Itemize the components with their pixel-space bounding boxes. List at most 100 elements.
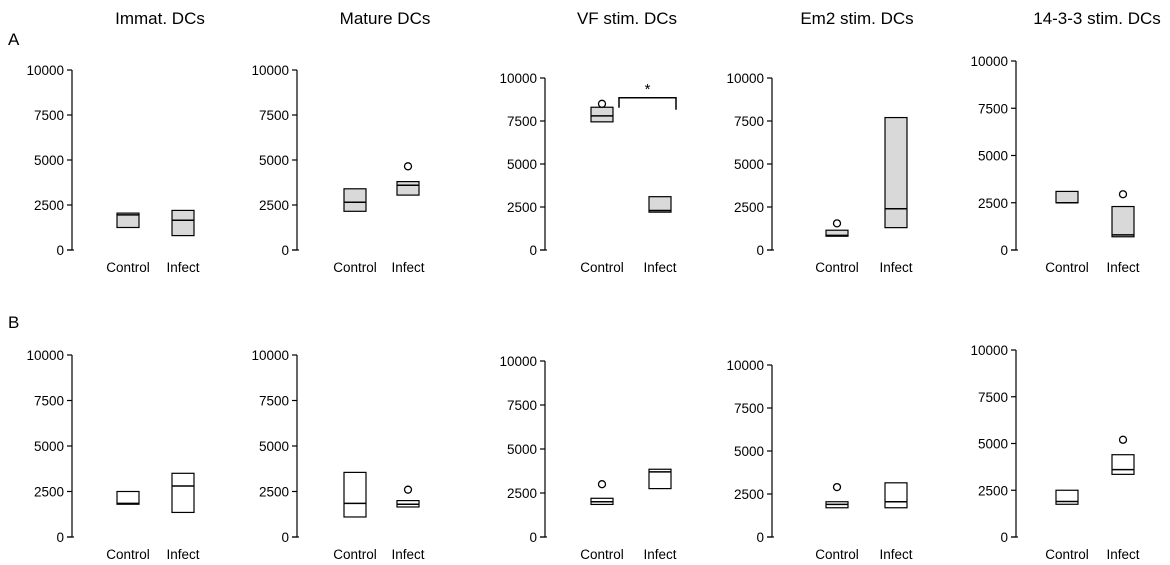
y-tick-label: 2500 (978, 196, 1008, 211)
box (648, 468, 672, 490)
box (116, 490, 140, 505)
y-tick-label: 5000 (259, 153, 289, 168)
y-tick-label: 2500 (734, 487, 764, 502)
y-tick-label: 2500 (734, 200, 764, 215)
y-tick-label: 10000 (970, 343, 1008, 358)
y-tick-label: 2500 (259, 198, 289, 213)
outlier-point (832, 219, 842, 228)
y-tick-label: 7500 (978, 390, 1008, 405)
y-tick-label: 0 (56, 530, 64, 545)
x-category-label: Infect (1106, 260, 1139, 275)
row-labels: A B (8, 30, 20, 332)
y-tick-label: 0 (1000, 530, 1008, 545)
y-tick-label: 0 (529, 530, 537, 545)
x-category-label: Control (333, 260, 377, 275)
column-title: VF stim. DCs (577, 9, 677, 28)
box (343, 471, 367, 518)
chart-panel: 0 2500 5000 7500 10000 Control Infect (726, 71, 912, 275)
box (825, 229, 849, 237)
x-category-label: Control (1045, 547, 1089, 562)
y-tick-label: 2500 (507, 200, 537, 215)
y-tick-label: 10000 (499, 354, 537, 369)
y-tick-label: 5000 (978, 437, 1008, 452)
y-tick-label: 10000 (499, 71, 537, 86)
chart-panel: 0 2500 5000 7500 10000 Control Infect (251, 348, 424, 562)
outlier-point (1118, 190, 1128, 199)
outlier-point (403, 485, 413, 494)
y-tick-label: 7500 (34, 394, 64, 409)
y-tick-label: 5000 (507, 157, 537, 172)
row-label-b: B (8, 313, 19, 332)
y-tick-label: 7500 (507, 114, 537, 129)
x-category-label: Control (333, 547, 377, 562)
box (884, 116, 908, 229)
y-tick-label: 10000 (26, 63, 64, 78)
y-tick-label: 10000 (726, 71, 764, 86)
y-tick-label: 5000 (34, 153, 64, 168)
box (171, 209, 195, 237)
y-tick-label: 7500 (507, 398, 537, 413)
x-category-label: Infect (166, 547, 199, 562)
column-title: Em2 stim. DCs (800, 9, 913, 28)
x-category-label: Control (106, 260, 150, 275)
x-category-label: Control (580, 260, 624, 275)
row-label-a: A (8, 30, 20, 49)
x-category-label: Infect (391, 547, 424, 562)
outlier-point (403, 162, 413, 171)
x-category-label: Control (815, 547, 859, 562)
y-tick-label: 2500 (34, 485, 64, 500)
x-category-label: Infect (643, 260, 676, 275)
significance-label: * (645, 81, 651, 98)
box (171, 472, 195, 514)
y-tick-label: 5000 (734, 157, 764, 172)
y-tick-label: 2500 (259, 485, 289, 500)
y-tick-label: 0 (756, 530, 764, 545)
y-tick-label: 10000 (26, 348, 64, 363)
x-category-label: Infect (1106, 547, 1139, 562)
chart-panel: 0 2500 5000 7500 10000 Control Infect (26, 348, 199, 562)
y-tick-label: 5000 (978, 149, 1008, 164)
significance-bracket (618, 97, 677, 110)
outlier-point (832, 482, 842, 492)
box (116, 212, 140, 229)
box (884, 482, 908, 509)
y-tick-label: 10000 (251, 348, 289, 363)
outlier-point (597, 480, 607, 489)
x-category-label: Control (1045, 260, 1089, 275)
y-tick-label: 0 (281, 243, 289, 258)
chart-panel: 0 2500 5000 7500 10000 Control Infect (970, 54, 1139, 275)
panels: 0 2500 5000 7500 10000 Control Infect 0 2500 5000… (26, 54, 1139, 562)
y-tick-label: 7500 (34, 108, 64, 123)
chart-panel: 0 2500 5000 7500 10000 Control Infect (499, 354, 676, 562)
outlier-point (597, 99, 607, 108)
y-tick-label: 10000 (970, 54, 1008, 69)
column-titles: Immat. DCs Mature DCs VF stim. DCs Em2 s… (115, 9, 1161, 28)
x-category-label: Infect (879, 260, 912, 275)
y-tick-label: 10000 (251, 63, 289, 78)
box (648, 196, 672, 213)
x-category-label: Infect (879, 547, 912, 562)
box (1111, 454, 1135, 475)
y-tick-label: 7500 (978, 101, 1008, 116)
y-tick-label: 10000 (726, 358, 764, 373)
box (343, 188, 367, 212)
y-tick-label: 7500 (734, 114, 764, 129)
x-category-label: Control (106, 547, 150, 562)
column-title: 14-3-3 stim. DCs (1033, 9, 1161, 28)
y-tick-label: 0 (529, 243, 537, 258)
y-tick-label: 5000 (34, 439, 64, 454)
box (1111, 205, 1135, 238)
x-category-label: Infect (391, 260, 424, 275)
chart-panel: 0 2500 5000 7500 10000 Control Infect (970, 343, 1139, 562)
y-tick-label: 5000 (259, 439, 289, 454)
x-category-label: Infect (166, 260, 199, 275)
y-tick-label: 2500 (507, 486, 537, 501)
chart-panel: 0 2500 5000 7500 10000 Control Infect (726, 358, 912, 562)
y-tick-label: 7500 (259, 394, 289, 409)
y-tick-label: 5000 (507, 442, 537, 457)
y-tick-label: 7500 (259, 108, 289, 123)
column-title: Immat. DCs (115, 9, 205, 28)
y-tick-label: 5000 (734, 444, 764, 459)
y-tick-label: 0 (56, 243, 64, 258)
